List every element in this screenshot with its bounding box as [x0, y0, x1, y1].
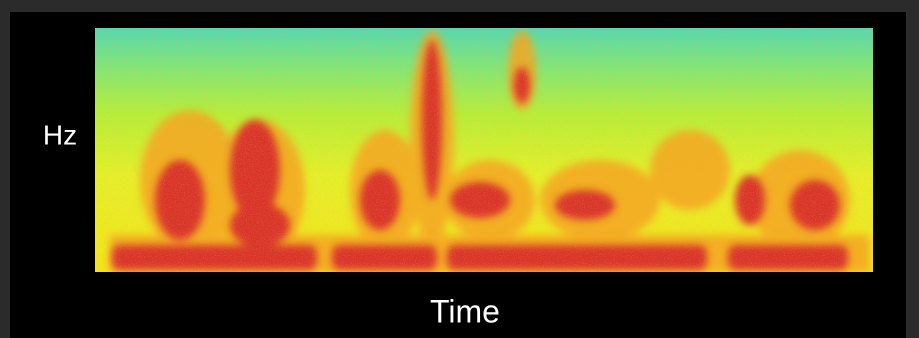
- figure: Hz Time: [0, 0, 919, 338]
- y-axis-label: Hz: [43, 119, 77, 150]
- page: Hz Time (() => { const data = JSON.parse…: [0, 0, 919, 338]
- x-axis-label: Time: [430, 293, 500, 329]
- spectrogram: [95, 28, 873, 272]
